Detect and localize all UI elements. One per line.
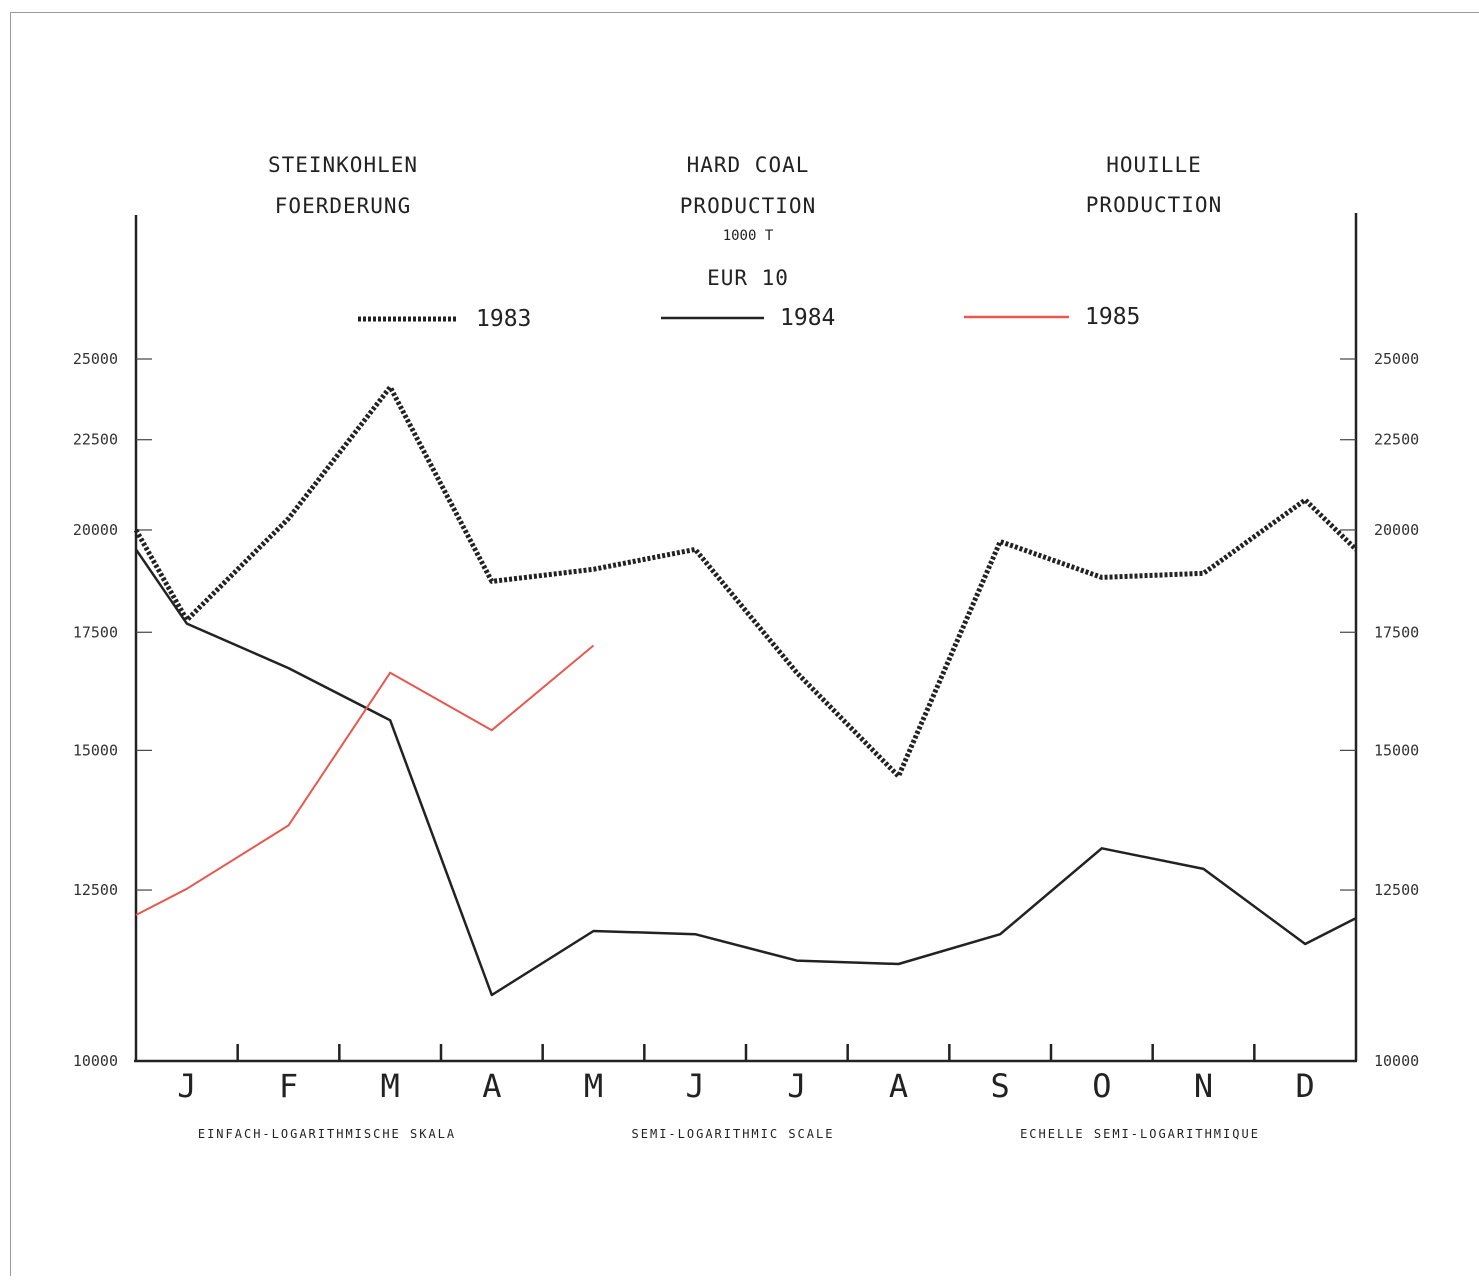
series-lines [133, 384, 1358, 997]
y-tick-label-left: 25000 [73, 350, 118, 368]
month-label: J [787, 1067, 806, 1105]
month-label: A [482, 1067, 501, 1105]
y-tick-label-left: 15000 [73, 741, 118, 759]
series-line-1984 [134, 548, 1357, 997]
y-tick-label-right: 20000 [1374, 521, 1419, 539]
legend-label-1985: 1985 [1085, 304, 1140, 330]
series-line-1985 [135, 644, 595, 916]
region-label: EUR 10 [707, 266, 789, 290]
legend-label-1983: 1983 [476, 306, 531, 332]
month-label: N [1194, 1067, 1213, 1105]
month-label: M [584, 1067, 603, 1105]
title-fr-line1: HOUILLE [1106, 153, 1202, 177]
title-de-line2: FOERDERUNG [275, 194, 411, 218]
y-tick-label-right: 10000 [1374, 1052, 1419, 1070]
y-tick-label-left: 10000 [73, 1052, 118, 1070]
footer-en: SEMI-LOGARITHMIC SCALE [632, 1127, 835, 1141]
y-tick-label-right: 15000 [1374, 741, 1419, 759]
footer-fr: ECHELLE SEMI-LOGARITHMIQUE [1020, 1127, 1260, 1141]
scan-frame-left [10, 12, 11, 1276]
title-en-line1: HARD COAL [687, 153, 810, 177]
y-tick-label-right: 22500 [1374, 431, 1419, 449]
month-label: J [686, 1067, 705, 1105]
y-tick-label-right: 12500 [1374, 881, 1419, 899]
month-label: J [177, 1067, 196, 1105]
month-label: D [1296, 1067, 1315, 1105]
month-label: O [1092, 1067, 1111, 1105]
month-label: M [381, 1067, 400, 1105]
month-label: S [991, 1067, 1010, 1105]
legend: 1983 1984 1985 [358, 304, 1140, 332]
unit-label: 1000 T [723, 228, 774, 244]
title-de-line1: STEINKOHLEN [268, 153, 418, 177]
y-tick-label-left: 20000 [73, 521, 118, 539]
y-tick-label-left: 12500 [73, 881, 118, 899]
title-fr-line2: PRODUCTION [1086, 193, 1222, 217]
y-tick-label-right: 25000 [1374, 350, 1419, 368]
y-tick-label-right: 17500 [1374, 623, 1419, 641]
footer-de: EINFACH-LOGARITHMISCHE SKALA [198, 1127, 456, 1141]
title-en-line2: PRODUCTION [680, 194, 816, 218]
scan-frame-top [10, 12, 1479, 13]
month-label: A [889, 1067, 908, 1105]
y-tick-label-left: 17500 [73, 623, 118, 641]
y-ticks: 10000 10000 12500 12500 15000 15000 17500 17500… [73, 350, 1419, 1070]
y-tick-label-left: 22500 [73, 431, 118, 449]
month-label: F [279, 1067, 298, 1105]
series-line-1983 [133, 384, 1358, 779]
legend-label-1984: 1984 [780, 305, 835, 331]
